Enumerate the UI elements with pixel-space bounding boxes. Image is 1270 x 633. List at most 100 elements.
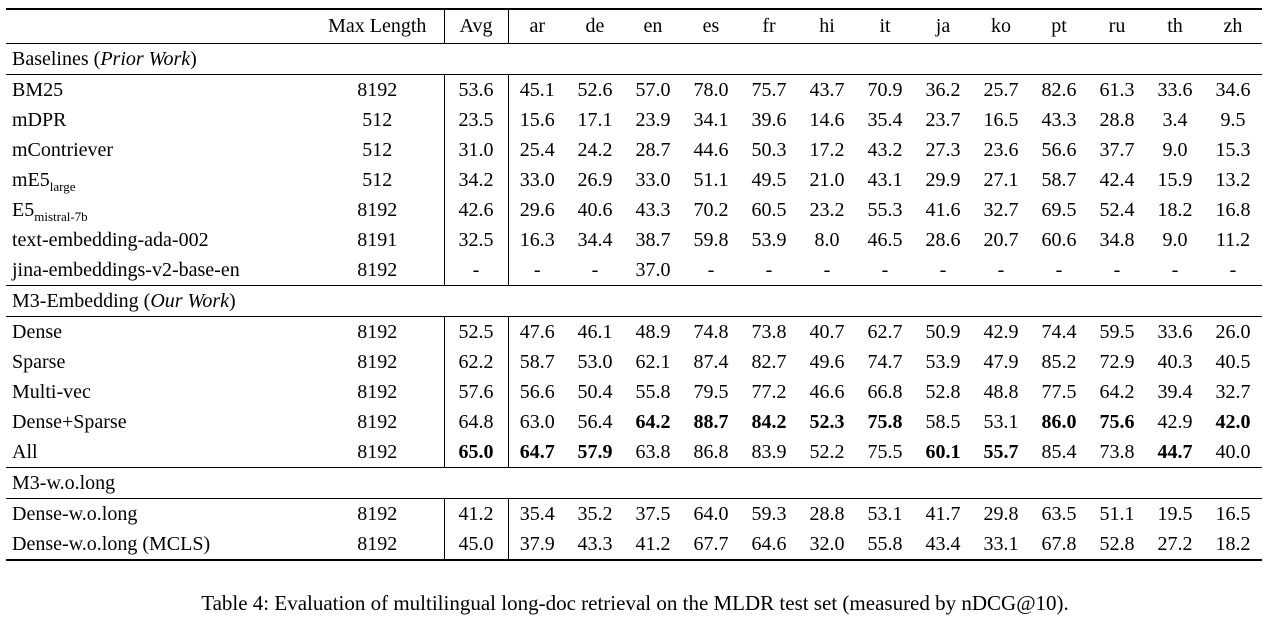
score-cell-hi: 43.7 (809, 78, 845, 101)
row-label: jina-embeddings-v2-base-en (6, 255, 311, 286)
score-cell-hi: 28.8 (809, 502, 845, 525)
lang-header-es: es (682, 9, 740, 44)
max-length-cell: 8192 (311, 407, 445, 437)
section-title-pre: M3-w.o.long (12, 471, 116, 494)
score-cell-es: 51.1 (693, 168, 729, 191)
score-cell-hi: 8.0 (814, 228, 840, 251)
score-cell-hi: 17.2 (809, 138, 845, 161)
max-length-cell: 8192 (311, 529, 445, 560)
score-cell-it: 46.5 (867, 228, 903, 251)
score-cell-th: 33.6 (1157, 78, 1193, 101)
paper-page: Max Length Avg ar de en es fr hi it ja ko pt ru th zh … (0, 8, 1270, 633)
score-cell-it: - (881, 258, 889, 281)
score-cell-zh: 18.2 (1215, 532, 1251, 555)
max-length-cell: 8191 (311, 225, 445, 255)
row-label: Dense (6, 317, 311, 348)
score-cell-ar: 56.6 (519, 380, 555, 403)
section-row: Baselines (Prior Work) (6, 43, 1262, 75)
score-cell-ru: 72.9 (1099, 350, 1135, 373)
score-cell-ko: 16.5 (983, 108, 1019, 131)
section-title: M3-Embedding (Our Work) (6, 285, 1262, 317)
avg-cell: 45.0 (444, 529, 509, 560)
header-row: Max Length Avg ar de en es fr hi it ja ko pt ru th zh (6, 9, 1262, 44)
score-cell-es: 78.0 (693, 78, 729, 101)
score-cell-ja: 60.1 (925, 440, 961, 463)
score-cell-it: 35.4 (867, 108, 903, 131)
score-cell-pt: 85.2 (1041, 350, 1077, 373)
score-cell-es: 64.0 (693, 502, 729, 525)
score-cell-it: 53.1 (867, 502, 903, 525)
score-cell-it: 66.8 (867, 380, 903, 403)
table-row: BM25 8192 53.6 45.1 52.6 57.0 78.0 75.7 43.7 70.9… (6, 74, 1262, 105)
row-label: Dense-w.o.long (6, 499, 311, 530)
score-cell-de: 43.3 (577, 532, 613, 555)
score-cell-es: 70.2 (693, 198, 729, 221)
max-length-cell: 8192 (311, 316, 445, 347)
row-label-text: BM25 (12, 78, 64, 101)
max-length-cell: 8192 (311, 347, 445, 377)
score-cell-th: 40.3 (1157, 350, 1193, 373)
score-cell-es: 87.4 (693, 350, 729, 373)
score-cell-de: 24.2 (577, 138, 613, 161)
score-cell-ko: 23.6 (983, 138, 1019, 161)
score-cell-de: 46.1 (577, 320, 613, 343)
score-cell-ru: 51.1 (1099, 502, 1135, 525)
score-cell-ja: 23.7 (925, 108, 961, 131)
score-cell-en: 48.9 (635, 320, 671, 343)
score-cell-pt: 74.4 (1041, 320, 1077, 343)
score-cell-ja: 50.9 (925, 320, 961, 343)
score-cell-fr: 77.2 (751, 380, 787, 403)
lang-header-zh: zh (1204, 9, 1262, 44)
score-cell-it: 62.7 (867, 320, 903, 343)
score-cell-fr: 59.3 (751, 502, 787, 525)
lang-header-en: en (624, 9, 682, 44)
score-cell-th: 9.0 (1162, 228, 1188, 251)
score-cell-ja: 28.6 (925, 228, 961, 251)
table-row: Sparse 8192 62.2 58.7 53.0 62.1 87.4 82.7 49.6 74… (6, 347, 1262, 377)
score-cell-fr: 84.2 (751, 410, 787, 433)
score-cell-fr: 39.6 (751, 108, 787, 131)
row-label-text: Dense-w.o.long (MCLS) (12, 532, 211, 555)
score-cell-es: 59.8 (693, 228, 729, 251)
score-cell-es: 34.1 (693, 108, 729, 131)
score-cell-fr: 83.9 (751, 440, 787, 463)
score-cell-zh: 16.5 (1215, 502, 1251, 525)
score-cell-de: 34.4 (577, 228, 613, 251)
table-row: E5mistral-7b 8192 42.6 29.6 40.6 43.3 70.2 60.5… (6, 195, 1262, 225)
lang-header-pt: pt (1030, 9, 1088, 44)
score-cell-zh: 42.0 (1215, 410, 1251, 433)
row-label-text: Dense+Sparse (12, 410, 127, 433)
score-cell-pt: 58.7 (1041, 168, 1077, 191)
score-cell-hi: 40.7 (809, 320, 845, 343)
score-cell-hi: 21.0 (809, 168, 845, 191)
avg-cell: 52.5 (444, 316, 509, 347)
section-title-italic: Our Work (150, 289, 230, 312)
table-row: mContriever 512 31.0 25.4 24.2 28.7 44.6 50.3 17… (6, 135, 1262, 165)
score-cell-ja: 41.6 (925, 198, 961, 221)
score-cell-en: 38.7 (635, 228, 671, 251)
row-label-text: jina-embeddings-v2-base-en (12, 258, 240, 281)
table-caption: Table 4: Evaluation of multilingual long… (201, 591, 1069, 615)
row-label-text: Multi-vec (12, 380, 91, 403)
score-cell-de: - (591, 258, 599, 281)
score-cell-es: 86.8 (693, 440, 729, 463)
section-title-pre: Baselines ( (12, 47, 101, 70)
avg-cell: - (444, 255, 509, 286)
score-cell-th: 15.9 (1157, 168, 1193, 191)
avg-cell: 62.2 (444, 347, 509, 377)
score-cell-zh: 11.2 (1215, 228, 1251, 251)
score-cell-ko: 27.1 (983, 168, 1019, 191)
score-cell-hi: 52.3 (809, 410, 845, 433)
score-cell-th: - (1171, 258, 1179, 281)
score-cell-pt: 69.5 (1041, 198, 1077, 221)
section-title-pre: M3-Embedding ( (12, 289, 151, 312)
score-cell-ru: 75.6 (1099, 410, 1135, 433)
score-cell-ja: 36.2 (925, 78, 961, 101)
score-cell-en: 37.5 (635, 502, 671, 525)
score-cell-en: 23.9 (635, 108, 671, 131)
lang-header-ru: ru (1088, 9, 1146, 44)
score-cell-en: 62.1 (635, 350, 671, 373)
score-cell-ko: 42.9 (983, 320, 1019, 343)
score-cell-zh: 16.8 (1215, 198, 1251, 221)
score-cell-ar: 33.0 (519, 168, 555, 191)
